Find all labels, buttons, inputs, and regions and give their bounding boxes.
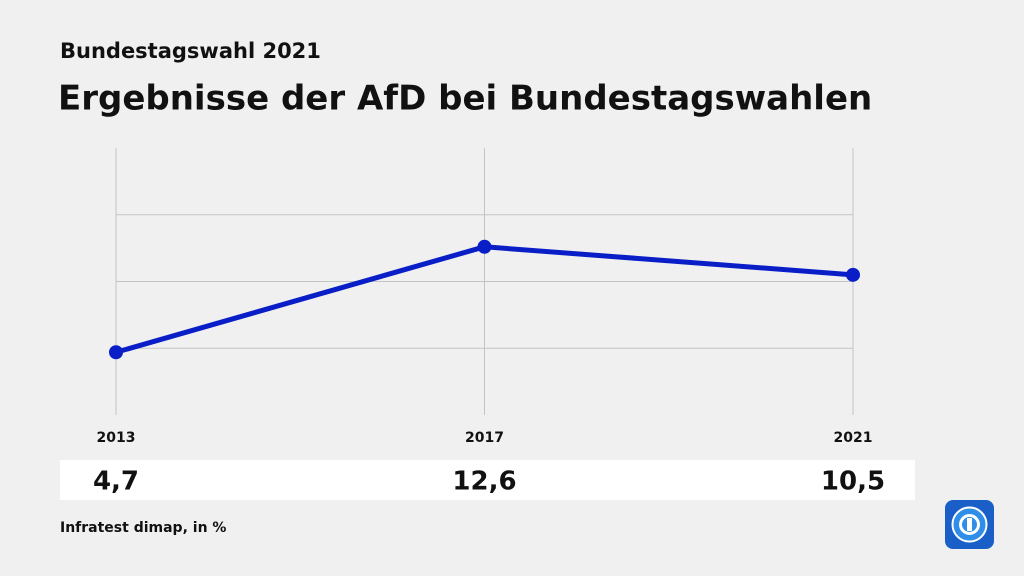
chart-subtitle: Bundestagswahl 2021 — [60, 39, 321, 63]
value-label: 12,6 — [452, 467, 516, 497]
value-row — [60, 460, 915, 500]
point — [109, 345, 123, 360]
point — [846, 267, 860, 282]
point — [477, 239, 492, 254]
x-tick-label: 2013 — [97, 430, 136, 446]
x-tick-label: 2021 — [834, 430, 873, 446]
x-tick-label: 2017 — [465, 430, 504, 446]
chart-title: Ergebnisse der AfD bei Bundestagswahlen — [58, 79, 872, 119]
logo — [945, 500, 994, 549]
value-label: 4,7 — [93, 467, 139, 497]
value-label: 10,5 — [821, 467, 885, 497]
source: Infratest dimap, in % — [60, 520, 226, 536]
